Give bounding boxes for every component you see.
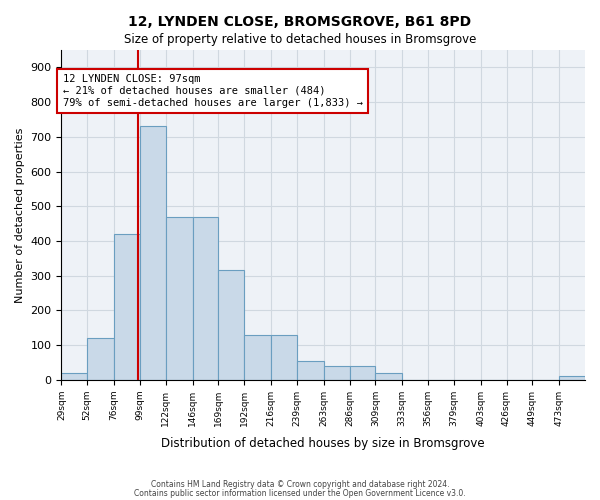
Text: 12, LYNDEN CLOSE, BROMSGROVE, B61 8PD: 12, LYNDEN CLOSE, BROMSGROVE, B61 8PD — [128, 15, 472, 29]
X-axis label: Distribution of detached houses by size in Bromsgrove: Distribution of detached houses by size … — [161, 437, 485, 450]
Bar — [297, 360, 324, 380]
Bar — [376, 373, 402, 380]
Text: Size of property relative to detached houses in Bromsgrove: Size of property relative to detached ho… — [124, 32, 476, 46]
Text: 12 LYNDEN CLOSE: 97sqm
← 21% of detached houses are smaller (484)
79% of semi-de: 12 LYNDEN CLOSE: 97sqm ← 21% of detached… — [62, 74, 362, 108]
Bar — [87, 338, 114, 380]
Bar — [218, 270, 244, 380]
Text: Contains HM Land Registry data © Crown copyright and database right 2024.: Contains HM Land Registry data © Crown c… — [151, 480, 449, 489]
Bar — [114, 234, 140, 380]
Bar — [244, 334, 271, 380]
Bar — [559, 376, 585, 380]
Bar — [271, 334, 297, 380]
Bar — [324, 366, 350, 380]
Bar — [193, 216, 218, 380]
Y-axis label: Number of detached properties: Number of detached properties — [15, 127, 25, 302]
Text: Contains public sector information licensed under the Open Government Licence v3: Contains public sector information licen… — [134, 488, 466, 498]
Bar — [166, 216, 193, 380]
Bar — [350, 366, 376, 380]
Bar — [61, 373, 87, 380]
Bar — [140, 126, 166, 380]
